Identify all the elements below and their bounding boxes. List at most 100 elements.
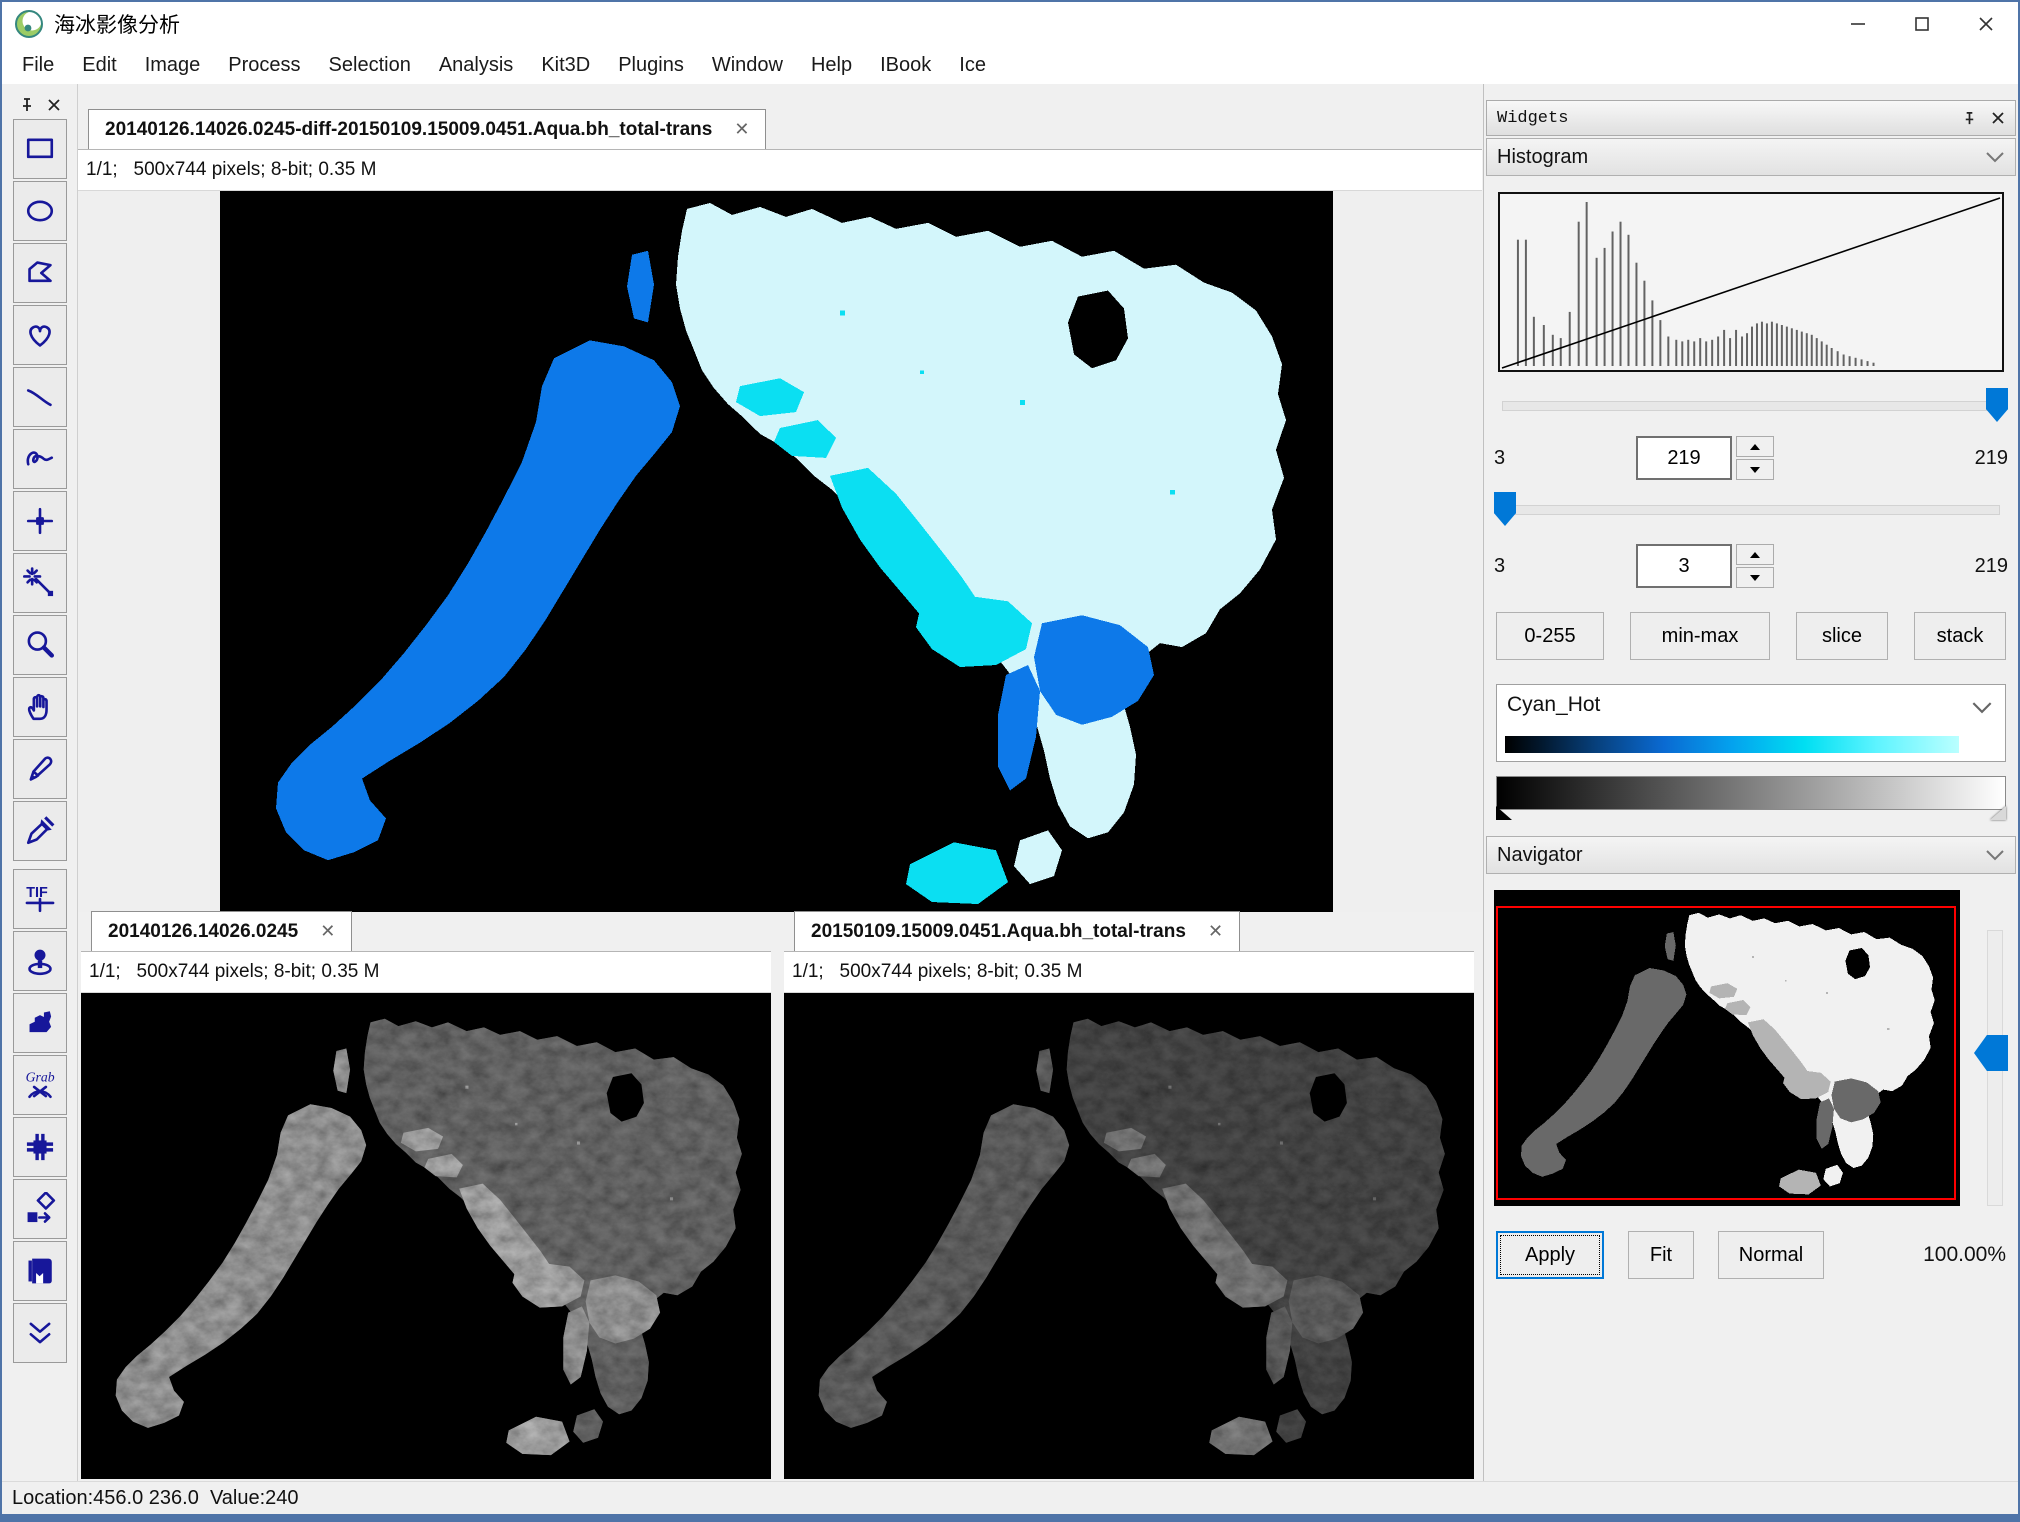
menu-item-plugins[interactable]: Plugins xyxy=(618,53,684,76)
fit-button[interactable]: Fit xyxy=(1628,1231,1694,1279)
dropper-tool-button[interactable] xyxy=(12,801,67,861)
max-slider-track[interactable] xyxy=(1502,401,2000,411)
hand-tool-button[interactable] xyxy=(12,677,67,737)
polygon-tool-button[interactable] xyxy=(12,243,67,303)
menu-item-window[interactable]: Window xyxy=(711,53,783,76)
min-spin-down-button[interactable] xyxy=(1736,567,1774,588)
max-spin-down-button[interactable] xyxy=(1736,459,1774,480)
max-slider-handle[interactable] xyxy=(1986,388,2008,422)
zoom-tool-icon xyxy=(27,631,54,658)
satellite-image-2015[interactable] xyxy=(784,993,1474,1479)
dropper-tool-icon xyxy=(26,816,54,845)
pin-icon[interactable] xyxy=(19,97,35,113)
range-max-label: 219 xyxy=(1974,554,2008,577)
min-spin-up-button[interactable] xyxy=(1736,544,1774,565)
lut-name: Cyan_Hot xyxy=(1507,693,1601,716)
album-tool-button[interactable] xyxy=(12,1241,67,1301)
menu-item-help[interactable]: Help xyxy=(810,53,853,76)
hist-button-0-255[interactable]: 0-255 xyxy=(1496,612,1604,660)
point-tool-icon xyxy=(26,507,53,535)
grab-tool-button[interactable]: Grab xyxy=(12,1055,67,1115)
range-max-label: 219 xyxy=(1974,446,2008,469)
tab-2015-image[interactable]: 20150109.15009.0451.Aqua.bh_total-trans … xyxy=(794,911,1241,951)
max-spin-up-button[interactable] xyxy=(1736,436,1774,457)
tif-tool-button[interactable]: TIF xyxy=(12,869,67,929)
zoom-tool-button[interactable] xyxy=(12,615,67,675)
wand-tool-button[interactable] xyxy=(12,553,67,613)
pin-icon[interactable] xyxy=(1962,111,1977,126)
transform-tool-button[interactable] xyxy=(12,1179,67,1239)
oval-tool-button[interactable] xyxy=(12,181,67,241)
freehand-tool-icon xyxy=(28,325,51,347)
tab-diff-image[interactable]: 20140126.14026.0245-diff-20150109.15009.… xyxy=(88,109,767,149)
oval-tool-icon xyxy=(26,200,53,222)
menu-item-ice[interactable]: Ice xyxy=(959,53,986,76)
maximize-button[interactable] xyxy=(1890,2,1954,46)
status-text: Location:456.0 236.0 Value:240 xyxy=(12,1486,299,1509)
menu-item-selection[interactable]: Selection xyxy=(328,53,411,76)
hand-tool-icon xyxy=(27,693,48,721)
hist-button-stack[interactable]: stack xyxy=(1914,612,2006,660)
tab-title: 20140126.14026.0245 xyxy=(108,920,299,942)
min-value-input[interactable] xyxy=(1636,544,1732,588)
normal-button[interactable]: Normal xyxy=(1718,1231,1824,1279)
histogram-section-header[interactable]: Histogram xyxy=(1486,138,2016,176)
navigator-section-header[interactable]: Navigator xyxy=(1486,836,2016,874)
close-button[interactable] xyxy=(1954,2,2018,46)
tab-title: 20150109.15009.0451.Aqua.bh_total-trans xyxy=(811,920,1186,942)
tab-close-icon[interactable]: ✕ xyxy=(320,921,336,941)
grid-tool-button[interactable] xyxy=(12,1117,67,1177)
hist-button-slice[interactable]: slice xyxy=(1796,612,1888,660)
stamp-tool-button[interactable] xyxy=(12,993,67,1053)
menu-item-file[interactable]: File xyxy=(22,53,55,76)
tab-close-icon[interactable]: ✕ xyxy=(734,119,750,139)
album-tool-icon xyxy=(27,1258,52,1284)
menu-item-image[interactable]: Image xyxy=(144,53,201,76)
tab-2014-image[interactable]: 20140126.14026.0245 ✕ xyxy=(91,911,353,951)
freehand-line-tool-icon xyxy=(26,451,53,466)
navigator-viewport-rect[interactable] xyxy=(1496,906,1956,1200)
minimize-button[interactable] xyxy=(1826,2,1890,46)
more-tool-button[interactable] xyxy=(12,1303,67,1363)
close-toolbar-icon[interactable] xyxy=(47,98,61,112)
zoom-slider-handle[interactable] xyxy=(1974,1035,2008,1071)
min-slider-track[interactable] xyxy=(1502,505,2000,515)
line-tool-button[interactable] xyxy=(12,367,67,427)
menu-item-kit3d[interactable]: Kit3D xyxy=(541,53,591,76)
navigator-thumbnail[interactable] xyxy=(1494,890,1960,1206)
point-tool-button[interactable] xyxy=(12,491,67,551)
rectangle-tool-button[interactable] xyxy=(12,119,67,179)
ramp-start-handle[interactable] xyxy=(1496,806,1512,820)
pencil-tool-icon xyxy=(29,756,52,781)
hist-button-min-max[interactable]: min-max xyxy=(1630,612,1770,660)
close-icon xyxy=(1979,17,1993,31)
freehand-tool-button[interactable] xyxy=(12,305,67,365)
max-value-input[interactable] xyxy=(1636,436,1732,480)
menu-item-process[interactable]: Process xyxy=(228,53,301,76)
menu-item-ibook[interactable]: IBook xyxy=(880,53,932,76)
pencil-tool-button[interactable] xyxy=(12,739,67,799)
range-min-label: 3 xyxy=(1494,446,1506,469)
min-slider[interactable] xyxy=(1494,492,2006,528)
up-arrow-icon xyxy=(1750,443,1760,450)
close-panel-icon[interactable] xyxy=(1991,111,2005,125)
lut-combobox[interactable]: Cyan_Hot xyxy=(1496,684,2006,762)
more-tool-icon xyxy=(29,1322,50,1344)
max-slider[interactable] xyxy=(1496,388,2008,424)
apply-button[interactable]: Apply xyxy=(1496,1231,1604,1279)
tab-close-icon[interactable]: ✕ xyxy=(1207,921,1224,941)
min-slider-handle[interactable] xyxy=(1494,492,1516,526)
maximize-icon xyxy=(1915,17,1929,31)
image-info: 1/1; 500x744 pixels; 8-bit; 0.35 M xyxy=(89,961,380,982)
freehand-line-tool-button[interactable] xyxy=(12,429,67,489)
svg-text:TIF: TIF xyxy=(26,885,48,901)
menu-item-edit[interactable]: Edit xyxy=(82,53,117,76)
ramp-end-handle[interactable] xyxy=(1990,806,2006,820)
sea-ice-difference-image[interactable] xyxy=(220,191,1333,913)
satellite-image-2014[interactable] xyxy=(81,993,771,1479)
menu-item-analysis[interactable]: Analysis xyxy=(438,53,514,76)
navigator-zoom-slider[interactable] xyxy=(1974,930,2010,1206)
right-image-infobar: 1/1; 500x744 pixels; 8-bit; 0.35 M xyxy=(784,952,1474,993)
location-tool-button[interactable] xyxy=(12,931,67,991)
histogram-label: Histogram xyxy=(1497,145,1589,168)
